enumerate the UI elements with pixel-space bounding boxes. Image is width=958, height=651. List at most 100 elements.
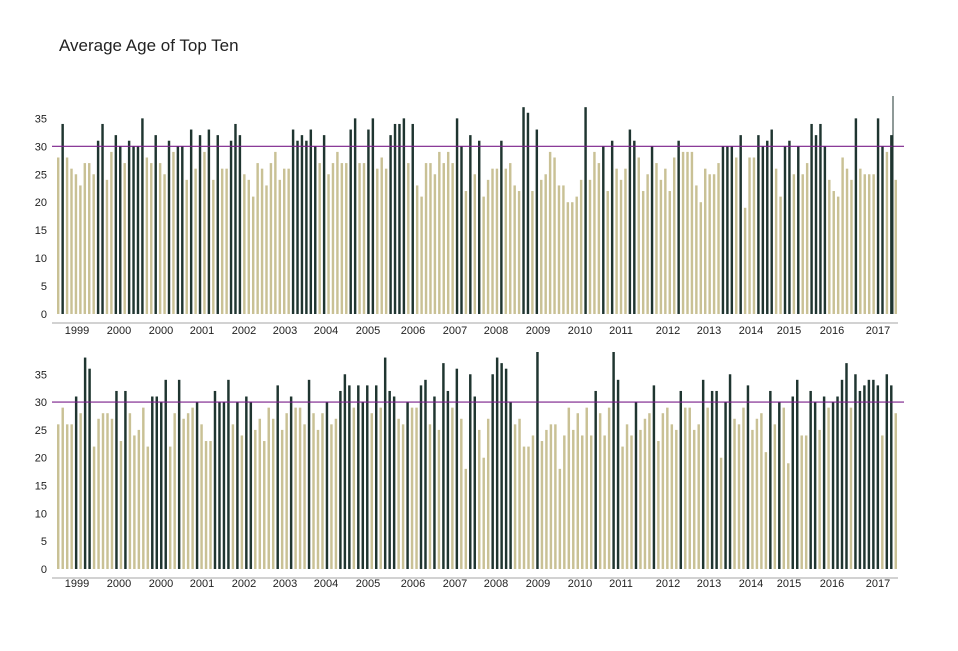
bar — [392, 396, 396, 569]
bar — [464, 191, 468, 314]
y-tick-label: 5 — [41, 281, 47, 293]
bar — [684, 407, 687, 569]
bar — [181, 146, 184, 314]
bar — [245, 396, 248, 569]
bar — [263, 441, 266, 569]
bar — [362, 163, 366, 314]
bar — [247, 179, 250, 314]
bar — [598, 413, 602, 569]
bar — [460, 146, 463, 314]
bar — [576, 413, 579, 569]
bar — [158, 163, 162, 314]
bar — [198, 135, 202, 314]
bar — [876, 385, 880, 569]
bar — [325, 402, 329, 569]
bar — [545, 429, 548, 569]
bar — [628, 129, 632, 314]
bar — [150, 163, 153, 314]
bar — [859, 168, 862, 314]
bar — [65, 424, 69, 569]
bar — [597, 163, 601, 314]
bar — [101, 123, 104, 314]
bar — [345, 163, 348, 314]
bar — [575, 196, 578, 314]
bar — [517, 191, 521, 314]
bar — [584, 107, 587, 315]
bar — [504, 168, 508, 314]
bar — [836, 196, 840, 314]
bar — [778, 402, 781, 569]
bar — [428, 424, 432, 569]
bar — [566, 202, 570, 314]
bar — [357, 385, 360, 569]
y-tick-label: 25 — [35, 425, 47, 437]
bar — [353, 118, 357, 314]
bar — [787, 463, 790, 569]
bar — [770, 129, 773, 314]
bar — [783, 146, 787, 314]
bar — [664, 168, 667, 314]
bar — [343, 374, 347, 569]
bar — [225, 168, 228, 314]
bar — [813, 402, 817, 569]
bar — [92, 174, 95, 314]
x-tick-label: 2002 — [232, 325, 256, 337]
bar — [500, 363, 503, 569]
bar — [616, 379, 620, 569]
bar — [191, 407, 194, 569]
bar — [822, 396, 826, 569]
bar — [760, 413, 763, 569]
bar — [142, 407, 145, 569]
bar — [850, 179, 853, 314]
bar — [358, 163, 361, 314]
x-tick-label: 2011 — [609, 325, 633, 337]
bar — [177, 379, 181, 569]
bar — [114, 135, 118, 314]
bar — [495, 357, 499, 569]
bar — [690, 151, 694, 314]
bar — [151, 396, 154, 569]
bar — [352, 407, 356, 569]
y-tick-label: 15 — [35, 225, 47, 237]
bar — [585, 407, 588, 569]
bar — [88, 368, 91, 569]
bar — [796, 379, 799, 569]
bar — [331, 163, 335, 314]
y-tick-label: 10 — [35, 508, 47, 520]
bar — [375, 385, 378, 569]
bar — [607, 407, 611, 569]
bar — [867, 379, 871, 569]
bar — [701, 379, 705, 569]
bar — [420, 196, 423, 314]
bar — [204, 441, 208, 569]
bar — [553, 157, 556, 314]
bar — [836, 396, 839, 569]
bar — [755, 418, 759, 569]
x-tick-label: 2014 — [739, 325, 763, 337]
x-tick-label: 2009 — [526, 325, 550, 337]
bar — [881, 435, 884, 569]
bar — [163, 174, 166, 314]
bar — [726, 146, 729, 314]
bar — [594, 390, 597, 569]
bar — [890, 135, 893, 314]
bar — [424, 163, 428, 314]
bar — [491, 374, 494, 569]
bar — [840, 379, 844, 569]
x-tick-label: 2001 — [190, 325, 214, 337]
bar — [719, 457, 723, 569]
bar — [291, 129, 295, 314]
bar — [271, 418, 275, 569]
x-tick-label: 2001 — [190, 578, 214, 590]
bar — [61, 407, 64, 569]
bar — [788, 140, 791, 314]
x-tick-label: 2010 — [568, 325, 592, 337]
bar — [388, 390, 391, 569]
bar — [845, 168, 849, 314]
bar — [136, 146, 140, 314]
bar — [828, 179, 831, 314]
bar — [854, 118, 858, 314]
bar — [478, 140, 481, 314]
bar — [589, 435, 593, 569]
bar — [809, 390, 812, 569]
